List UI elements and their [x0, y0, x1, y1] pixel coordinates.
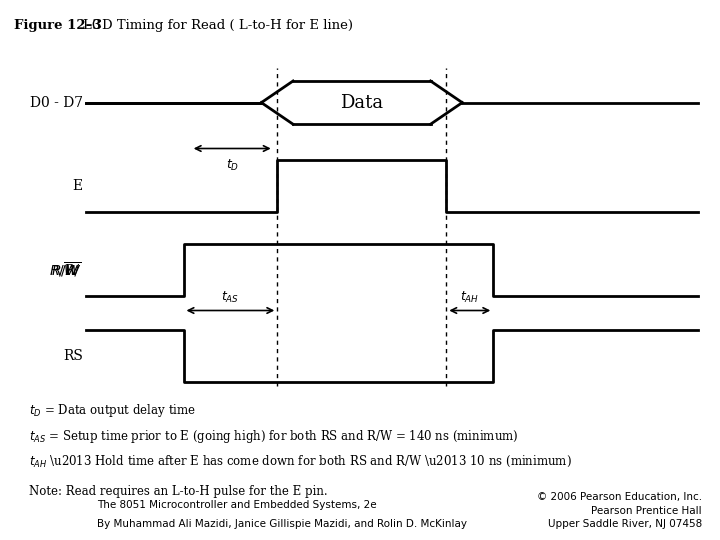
Text: R/: R/ — [64, 263, 79, 277]
Text: Education: Education — [29, 519, 57, 524]
Text: D0 - D7: D0 - D7 — [30, 96, 83, 110]
Text: $R/\overline{W}$: $R/\overline{W}$ — [51, 261, 81, 279]
Text: $t_{AH}$: $t_{AH}$ — [460, 290, 480, 305]
Text: $t_{AS}$: $t_{AS}$ — [221, 290, 240, 305]
Text: Upper Saddle River, NJ 07458: Upper Saddle River, NJ 07458 — [548, 519, 702, 529]
Text: Pearson Prentice Hall: Pearson Prentice Hall — [591, 505, 702, 516]
Text: $t_D$ = Data output delay time: $t_D$ = Data output delay time — [29, 402, 196, 419]
Text: $t_{AS}$ = Setup time prior to E (going high) for both RS and R/W = 140 ns (mini: $t_{AS}$ = Setup time prior to E (going … — [29, 428, 518, 445]
Text: Data: Data — [341, 93, 383, 112]
Text: Note: Read requires an L-to-H pulse for the E pin.: Note: Read requires an L-to-H pulse for … — [29, 485, 328, 498]
Text: © 2006 Pearson Education, Inc.: © 2006 Pearson Education, Inc. — [537, 492, 702, 502]
Text: RS: RS — [63, 349, 83, 363]
Text: By Muhammad Ali Mazidi, Janice Gillispie Mazidi, and Rolin D. McKinlay: By Muhammad Ali Mazidi, Janice Gillispie… — [97, 519, 467, 529]
Text: $t_D$: $t_D$ — [225, 158, 239, 173]
Text: LCD Timing for Read ( L-to-H for E line): LCD Timing for Read ( L-to-H for E line) — [83, 19, 353, 32]
Text: E: E — [73, 179, 83, 193]
Text: The 8051 Microcontroller and Embedded Systems, 2e: The 8051 Microcontroller and Embedded Sy… — [97, 500, 377, 510]
Text: $R/\overline{W}$: $R/\overline{W}$ — [49, 261, 79, 279]
Text: Figure 12–3: Figure 12–3 — [14, 19, 102, 32]
Text: PEARSON: PEARSON — [26, 503, 60, 508]
Text: $t_{AH}$ \u2013 Hold time after E has come down for both RS and R/W \u2013 10 ns: $t_{AH}$ \u2013 Hold time after E has co… — [29, 454, 572, 469]
